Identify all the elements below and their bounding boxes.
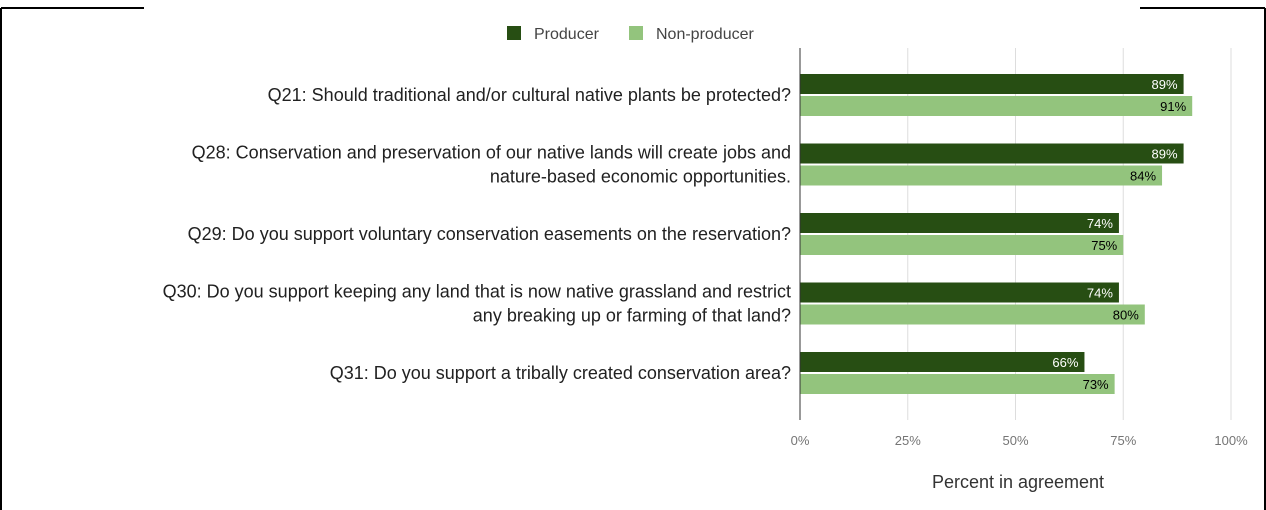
bar-non-producer bbox=[800, 165, 1163, 186]
bar-non-producer bbox=[800, 235, 1124, 255]
category-label: Q30: Do you support keeping any land tha… bbox=[163, 282, 791, 302]
x-tick-label: 75% bbox=[1110, 433, 1136, 448]
x-axis-title: Percent in agreement bbox=[932, 472, 1104, 492]
category-labels: Q21: Should traditional and/or cultural … bbox=[163, 85, 791, 383]
bar-data-label: 74% bbox=[1087, 286, 1113, 301]
legend-label: Producer bbox=[534, 26, 600, 43]
x-tick-label: 25% bbox=[895, 433, 921, 448]
category-label: Q29: Do you support voluntary conservati… bbox=[188, 224, 791, 244]
bar-non-producer bbox=[800, 96, 1193, 116]
legend-label: Non-producer bbox=[656, 26, 755, 43]
bar-producer bbox=[800, 352, 1085, 372]
category-label: any breaking up or farming of that land? bbox=[473, 306, 791, 326]
bar-non-producer bbox=[800, 374, 1115, 394]
bar-data-label: 89% bbox=[1152, 147, 1178, 162]
category-label: Q31: Do you support a tribally created c… bbox=[330, 363, 791, 383]
x-tick-label: 50% bbox=[1002, 433, 1028, 448]
x-tick-label: 0% bbox=[791, 433, 810, 448]
bar-data-label: 89% bbox=[1152, 77, 1178, 92]
bar-data-label: 74% bbox=[1087, 216, 1113, 231]
legend: Producer Non-producer bbox=[507, 26, 755, 43]
bar-data-label: 73% bbox=[1083, 377, 1109, 392]
category-label: nature-based economic opportunities. bbox=[490, 167, 791, 187]
bar-data-label: 80% bbox=[1113, 308, 1139, 323]
bar-data-label: 84% bbox=[1130, 169, 1156, 184]
bar-producer bbox=[800, 74, 1184, 94]
x-tick-label: 100% bbox=[1214, 433, 1248, 448]
bar-producer bbox=[800, 213, 1119, 233]
bar-non-producer bbox=[800, 304, 1145, 325]
bars: 89%91%89%84%74%75%74%80%66%73% bbox=[800, 74, 1193, 394]
bar-data-label: 91% bbox=[1160, 99, 1186, 114]
category-label: Q28: Conservation and preservation of ou… bbox=[192, 143, 791, 163]
x-axis-ticks: 0% 25% 50% 75% 100% bbox=[791, 433, 1248, 448]
bar-producer bbox=[800, 282, 1119, 303]
category-label: Q21: Should traditional and/or cultural … bbox=[268, 85, 791, 105]
bar-data-label: 75% bbox=[1091, 238, 1117, 253]
bar-data-label: 66% bbox=[1052, 355, 1078, 370]
legend-swatch bbox=[507, 26, 521, 40]
bar-producer bbox=[800, 143, 1184, 164]
legend-swatch bbox=[629, 26, 643, 40]
